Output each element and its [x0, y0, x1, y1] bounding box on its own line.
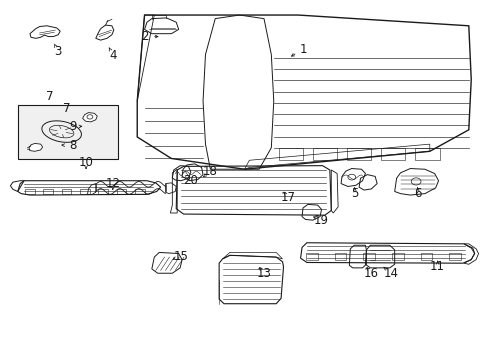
Text: 15: 15: [173, 249, 188, 262]
Polygon shape: [82, 113, 97, 122]
Text: 13: 13: [256, 267, 271, 280]
Polygon shape: [29, 143, 42, 151]
Text: 1: 1: [299, 42, 306, 55]
Text: 3: 3: [55, 45, 62, 58]
Text: 6: 6: [413, 187, 421, 200]
Text: 18: 18: [203, 165, 217, 177]
Text: 4: 4: [109, 49, 116, 62]
Text: 17: 17: [280, 192, 295, 204]
Text: 2: 2: [141, 30, 148, 43]
Text: 16: 16: [363, 267, 378, 280]
Text: 10: 10: [79, 156, 93, 169]
Text: 19: 19: [313, 214, 328, 227]
Text: 7: 7: [45, 90, 53, 103]
Text: 20: 20: [183, 174, 198, 187]
Text: 5: 5: [350, 187, 358, 200]
Text: 11: 11: [429, 260, 444, 273]
Bar: [18, 105, 118, 159]
Text: 8: 8: [69, 139, 77, 152]
Text: 7: 7: [62, 103, 70, 116]
Text: 9: 9: [69, 121, 77, 134]
Text: 14: 14: [383, 267, 397, 280]
Text: 12: 12: [105, 177, 120, 190]
